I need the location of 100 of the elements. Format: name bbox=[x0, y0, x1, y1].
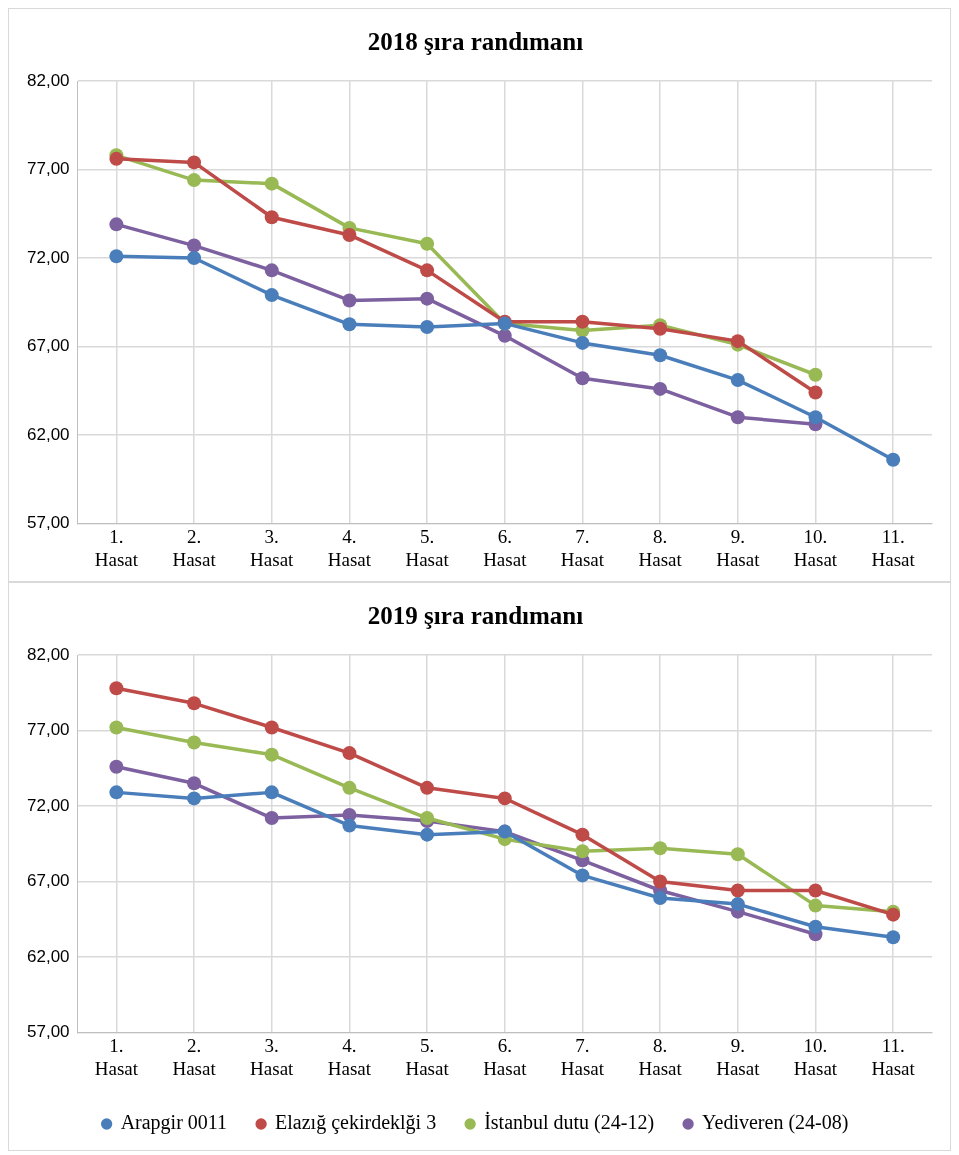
point bbox=[808, 385, 823, 400]
point bbox=[730, 847, 745, 862]
point bbox=[730, 373, 745, 388]
point bbox=[264, 720, 279, 735]
point bbox=[187, 238, 202, 253]
x-tick-label: 8. Hasat bbox=[638, 525, 683, 570]
point bbox=[808, 410, 823, 425]
point bbox=[653, 891, 668, 906]
point bbox=[730, 897, 745, 912]
x-tick-label: 5. Hasat bbox=[405, 1034, 450, 1079]
y-tick-label: 62,00 bbox=[26, 424, 70, 444]
x-tick-label: 6. Hasat bbox=[483, 1034, 528, 1079]
point bbox=[109, 217, 124, 232]
y-tick-label: 72,00 bbox=[26, 247, 70, 267]
legend-label: Elazığ çekirdeklği 3 bbox=[275, 1111, 437, 1135]
point bbox=[264, 288, 279, 303]
point bbox=[730, 410, 745, 425]
point bbox=[653, 381, 668, 396]
x-tick-label: 11. Hasat bbox=[871, 525, 916, 570]
point bbox=[575, 371, 590, 386]
point bbox=[264, 747, 279, 762]
point bbox=[653, 348, 668, 363]
point bbox=[264, 263, 279, 278]
x-tick-label: 7. Hasat bbox=[560, 1034, 605, 1079]
point bbox=[187, 735, 202, 750]
x-tick-label: 3. Hasat bbox=[250, 525, 295, 570]
point bbox=[420, 780, 435, 795]
x-tick-label: 10. Hasat bbox=[793, 525, 838, 570]
y-tick-label: 57,00 bbox=[26, 513, 70, 533]
point bbox=[497, 791, 512, 806]
point bbox=[497, 328, 512, 343]
point bbox=[808, 883, 823, 898]
y-tick-label: 72,00 bbox=[26, 795, 70, 815]
x-tick-label: 11. Hasat bbox=[871, 1034, 916, 1079]
point bbox=[575, 868, 590, 883]
point bbox=[420, 291, 435, 306]
x-tick-label: 5. Hasat bbox=[405, 525, 450, 570]
point bbox=[342, 317, 357, 332]
y-tick-label: 67,00 bbox=[26, 336, 70, 356]
point bbox=[575, 844, 590, 859]
y-tick-label: 57,00 bbox=[26, 1022, 70, 1042]
y-tick-label: 77,00 bbox=[26, 720, 70, 740]
x-tick-label: 4. Hasat bbox=[327, 1034, 372, 1079]
y-tick-label: 82,00 bbox=[26, 70, 70, 90]
point bbox=[808, 919, 823, 934]
x-tick-label: 10. Hasat bbox=[793, 1034, 838, 1079]
legend-label: Arapgir 0011 bbox=[120, 1111, 228, 1135]
x-tick-label: 1. Hasat bbox=[94, 1034, 139, 1079]
x-tick-label: 2. Hasat bbox=[172, 525, 217, 570]
legend-label: Yediveren (24-08) bbox=[702, 1111, 849, 1135]
legend-label: İstanbul dutu (24-12) bbox=[484, 1111, 655, 1135]
point bbox=[808, 367, 823, 382]
point bbox=[420, 319, 435, 334]
x-tick-label: 9. Hasat bbox=[716, 1034, 761, 1079]
point bbox=[575, 314, 590, 329]
y-tick-label: 82,00 bbox=[26, 644, 70, 664]
point bbox=[342, 227, 357, 242]
y-tick-label: 77,00 bbox=[26, 159, 70, 179]
point bbox=[886, 930, 901, 945]
x-tick-label: 3. Hasat bbox=[250, 1034, 295, 1079]
point bbox=[342, 746, 357, 761]
point bbox=[264, 785, 279, 800]
point bbox=[187, 155, 202, 170]
point bbox=[808, 898, 823, 913]
point bbox=[420, 263, 435, 278]
x-tick-label: 9. Hasat bbox=[716, 525, 761, 570]
point bbox=[264, 210, 279, 225]
chart-title: 2019 şıra randımanı bbox=[367, 602, 584, 630]
point bbox=[575, 335, 590, 350]
x-tick-label: 2. Hasat bbox=[172, 1034, 217, 1079]
point bbox=[264, 811, 279, 826]
y-tick-label: 67,00 bbox=[26, 871, 70, 891]
chart-title: 2018 şıra randımanı bbox=[367, 28, 584, 56]
x-tick-label: 8. Hasat bbox=[638, 1034, 683, 1079]
point bbox=[653, 841, 668, 856]
point bbox=[886, 452, 901, 467]
point bbox=[420, 827, 435, 842]
point bbox=[730, 883, 745, 898]
point bbox=[342, 818, 357, 833]
point bbox=[187, 791, 202, 806]
x-tick-label: 7. Hasat bbox=[560, 525, 605, 570]
point bbox=[653, 874, 668, 889]
point bbox=[109, 681, 124, 696]
point bbox=[109, 785, 124, 800]
x-tick-label: 1. Hasat bbox=[94, 525, 139, 570]
point bbox=[109, 249, 124, 264]
point bbox=[420, 236, 435, 251]
point bbox=[109, 759, 124, 774]
point bbox=[342, 780, 357, 795]
point bbox=[187, 250, 202, 265]
point bbox=[575, 827, 590, 842]
x-tick-label: 4. Hasat bbox=[327, 525, 372, 570]
point bbox=[187, 173, 202, 188]
point bbox=[342, 293, 357, 308]
point bbox=[264, 176, 279, 191]
point bbox=[187, 776, 202, 791]
x-tick-label: 6. Hasat bbox=[483, 525, 528, 570]
y-tick-label: 62,00 bbox=[26, 946, 70, 966]
point bbox=[187, 696, 202, 711]
point bbox=[109, 720, 124, 735]
